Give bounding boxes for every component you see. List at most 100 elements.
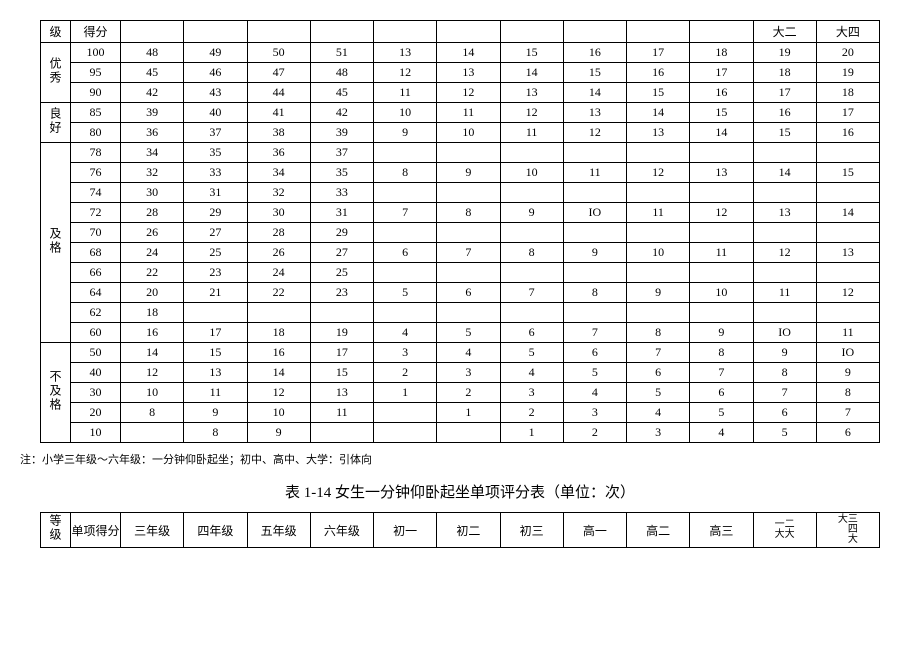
data-cell: 11 xyxy=(816,323,879,343)
data-cell: 10 xyxy=(690,283,753,303)
data-cell: 15 xyxy=(753,123,816,143)
data-cell: 7 xyxy=(627,343,690,363)
t1-col-blank xyxy=(374,21,437,43)
score-cell: 78 xyxy=(71,143,121,163)
data-cell: 32 xyxy=(121,163,184,183)
data-cell: 44 xyxy=(247,83,310,103)
data-cell xyxy=(690,303,753,323)
data-cell: 8 xyxy=(500,243,563,263)
t2-col-4: 初一 xyxy=(374,513,437,548)
data-cell: 10 xyxy=(500,163,563,183)
data-cell: 39 xyxy=(310,123,373,143)
data-cell: 9 xyxy=(563,243,626,263)
data-cell: 8 xyxy=(121,403,184,423)
t2-col-8: 高二 xyxy=(627,513,690,548)
score-cell: 62 xyxy=(71,303,121,323)
t2-col-10: 一二 大大 xyxy=(753,513,816,548)
t1-col-blank xyxy=(437,21,500,43)
t2-col-0: 三年级 xyxy=(121,513,184,548)
data-cell: 22 xyxy=(247,283,310,303)
data-cell xyxy=(563,143,626,163)
data-cell: 30 xyxy=(121,183,184,203)
data-cell: 8 xyxy=(753,363,816,383)
data-cell: 25 xyxy=(310,263,373,283)
data-cell: 8 xyxy=(627,323,690,343)
data-cell: 48 xyxy=(121,43,184,63)
data-cell: 5 xyxy=(627,383,690,403)
data-cell: 4 xyxy=(627,403,690,423)
data-cell: 34 xyxy=(247,163,310,183)
data-cell: 18 xyxy=(816,83,879,103)
data-cell: 7 xyxy=(753,383,816,403)
data-cell: 5 xyxy=(437,323,500,343)
t2-col-11: 大三 四 大 xyxy=(816,513,879,548)
score-cell: 85 xyxy=(71,103,121,123)
data-cell xyxy=(374,263,437,283)
data-cell xyxy=(816,223,879,243)
data-cell: 6 xyxy=(753,403,816,423)
data-cell: 46 xyxy=(184,63,247,83)
data-cell: 7 xyxy=(500,283,563,303)
data-cell xyxy=(500,223,563,243)
data-cell: 12 xyxy=(121,363,184,383)
data-cell: 9 xyxy=(247,423,310,443)
data-cell: 28 xyxy=(247,223,310,243)
data-cell: 15 xyxy=(500,43,563,63)
data-cell: 11 xyxy=(184,383,247,403)
data-cell: 14 xyxy=(500,63,563,83)
data-cell xyxy=(500,303,563,323)
data-cell: 7 xyxy=(437,243,500,263)
t2-col-5: 初二 xyxy=(437,513,500,548)
data-cell: 4 xyxy=(437,343,500,363)
data-cell: 11 xyxy=(563,163,626,183)
data-cell: 23 xyxy=(184,263,247,283)
t1-col-extra-1: 大四 xyxy=(816,21,879,43)
data-cell: 6 xyxy=(627,363,690,383)
data-cell: 16 xyxy=(627,63,690,83)
t2-col-6: 初三 xyxy=(500,513,563,548)
data-cell xyxy=(184,303,247,323)
score-cell: 66 xyxy=(71,263,121,283)
data-cell: 14 xyxy=(816,203,879,223)
t2-score-header: 单项得分 xyxy=(71,513,121,548)
data-cell xyxy=(247,303,310,323)
data-cell xyxy=(500,263,563,283)
score-cell: 76 xyxy=(71,163,121,183)
data-cell: 6 xyxy=(437,283,500,303)
data-cell: 47 xyxy=(247,63,310,83)
data-cell: 5 xyxy=(374,283,437,303)
data-cell: 12 xyxy=(437,83,500,103)
data-cell xyxy=(374,303,437,323)
data-cell: 27 xyxy=(310,243,373,263)
data-cell: 9 xyxy=(816,363,879,383)
score-cell: 64 xyxy=(71,283,121,303)
t1-col-blank xyxy=(627,21,690,43)
data-cell xyxy=(627,263,690,283)
data-cell: 33 xyxy=(310,183,373,203)
t1-col-blank xyxy=(247,21,310,43)
data-cell: 8 xyxy=(563,283,626,303)
data-cell: 12 xyxy=(563,123,626,143)
data-cell: 16 xyxy=(753,103,816,123)
data-cell xyxy=(374,423,437,443)
data-cell: 19 xyxy=(753,43,816,63)
data-cell xyxy=(563,223,626,243)
data-cell: 11 xyxy=(627,203,690,223)
data-cell: 51 xyxy=(310,43,373,63)
data-cell: 9 xyxy=(374,123,437,143)
data-cell: 15 xyxy=(690,103,753,123)
score-cell: 95 xyxy=(71,63,121,83)
data-cell: 35 xyxy=(310,163,373,183)
data-cell xyxy=(627,183,690,203)
data-cell: IO xyxy=(563,203,626,223)
data-cell xyxy=(816,183,879,203)
data-cell: 14 xyxy=(690,123,753,143)
data-cell: 14 xyxy=(627,103,690,123)
data-cell: 31 xyxy=(184,183,247,203)
data-cell: 4 xyxy=(374,323,437,343)
t2-col-7: 高一 xyxy=(563,513,626,548)
data-cell: 2 xyxy=(437,383,500,403)
data-cell: 28 xyxy=(121,203,184,223)
data-cell: 14 xyxy=(437,43,500,63)
data-cell: 48 xyxy=(310,63,373,83)
